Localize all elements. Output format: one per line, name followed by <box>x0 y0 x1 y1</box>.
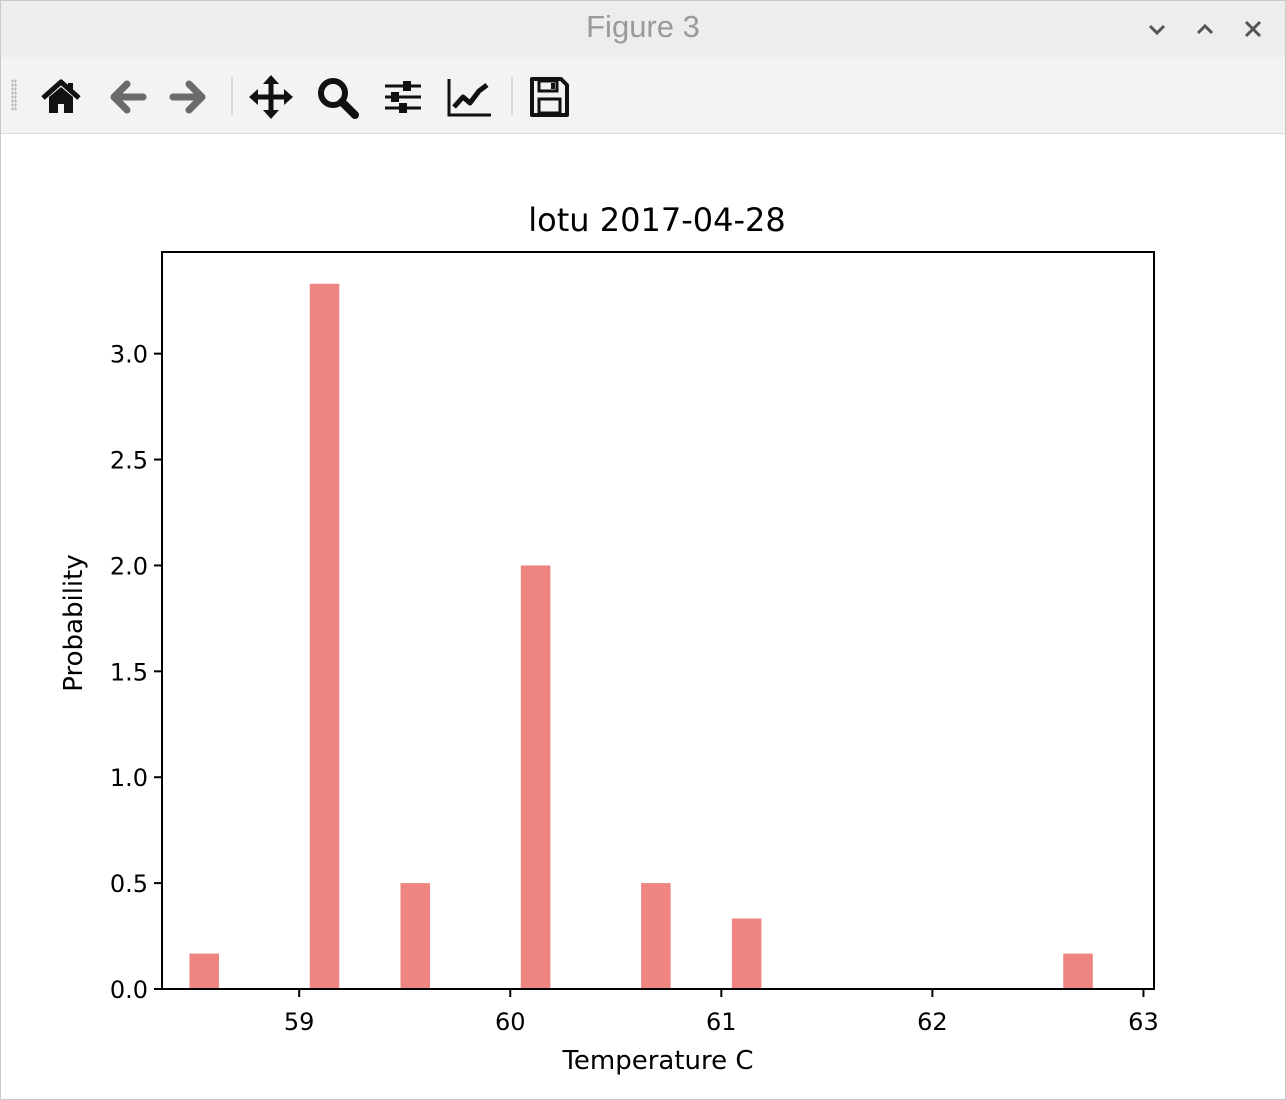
forward-button[interactable] <box>165 73 213 121</box>
save-floppy-icon <box>530 77 569 117</box>
home-button[interactable] <box>37 73 85 121</box>
y-tick-label: 0.5 <box>110 870 148 898</box>
chevron-down-icon <box>1148 24 1166 36</box>
toolbar-grip[interactable] <box>11 79 17 111</box>
title-bar[interactable]: Figure 3 <box>1 1 1285 57</box>
edit-axes-button[interactable] <box>445 73 493 121</box>
chevron-up-icon <box>1196 23 1214 35</box>
y-axis-ticks: 0.0 0.5 1.0 1.5 2.0 2.5 3.0 <box>110 341 162 1004</box>
toolbar-separator <box>231 77 233 115</box>
y-tick-label: 3.0 <box>110 341 148 369</box>
close-button[interactable] <box>1237 13 1269 45</box>
subplots-sliders-icon <box>385 81 421 113</box>
pan-move-icon <box>249 75 293 119</box>
bar-group <box>189 283 1093 990</box>
histogram-bar <box>520 565 551 989</box>
maximize-button[interactable] <box>1189 13 1221 45</box>
x-tick-label: 63 <box>1128 1008 1159 1036</box>
back-arrow-icon <box>110 80 147 114</box>
y-tick-label: 1.5 <box>110 658 148 686</box>
x-axis-label: Temperature C <box>561 1046 753 1076</box>
histogram-bar <box>400 883 431 989</box>
forward-arrow-icon <box>169 80 206 114</box>
back-button[interactable] <box>103 73 151 121</box>
close-icon <box>1244 20 1262 38</box>
navigation-toolbar <box>1 57 1285 134</box>
pan-button[interactable] <box>247 73 295 121</box>
histogram-bar <box>309 283 340 990</box>
toolbar-separator <box>511 77 513 115</box>
chart-title: lotu 2017-04-28 <box>528 201 785 239</box>
y-tick-label: 0.0 <box>110 976 148 1004</box>
edit-axes-curve-icon <box>447 79 491 117</box>
histogram-bar <box>1063 953 1093 989</box>
window-title: Figure 3 <box>586 9 700 44</box>
histogram-bar <box>641 883 671 989</box>
subplots-button[interactable] <box>379 73 427 121</box>
x-axis-ticks: 59 60 61 62 63 <box>284 989 1159 1036</box>
home-icon <box>41 79 81 113</box>
zoom-magnifier-icon <box>318 78 359 119</box>
x-tick-label: 61 <box>706 1008 737 1036</box>
x-tick-label: 62 <box>917 1008 948 1036</box>
histogram-bar <box>189 953 219 989</box>
histogram-bar <box>731 918 762 989</box>
y-tick-label: 1.0 <box>110 764 148 792</box>
axes-frame <box>161 251 1155 990</box>
save-button[interactable] <box>525 73 573 121</box>
x-tick-label: 59 <box>284 1008 315 1036</box>
y-axis-label: Probability <box>59 554 89 691</box>
x-tick-label: 60 <box>495 1008 526 1036</box>
y-tick-label: 2.5 <box>110 447 148 475</box>
minimize-button[interactable] <box>1141 13 1173 45</box>
zoom-button[interactable] <box>313 73 361 121</box>
y-tick-label: 2.0 <box>110 552 148 580</box>
